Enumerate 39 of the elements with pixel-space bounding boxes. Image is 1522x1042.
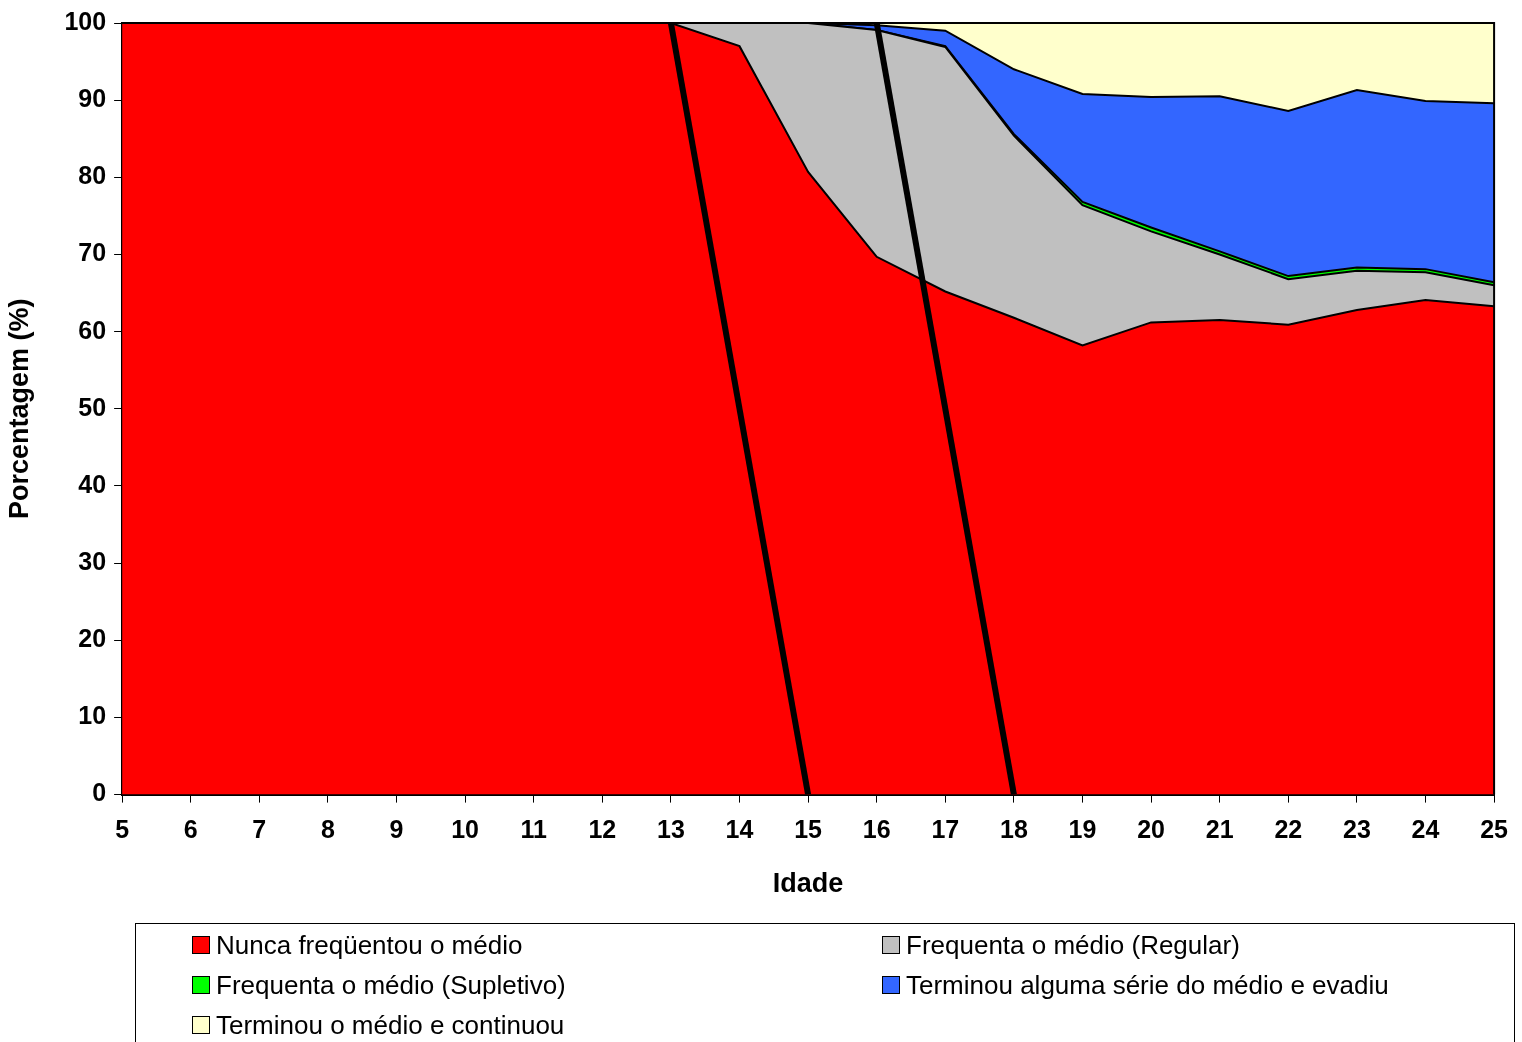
x-tick-label: 23 — [1342, 815, 1371, 844]
y-tick-label: 0 — [92, 778, 107, 807]
x-tick-label: 16 — [862, 815, 891, 844]
x-tick-label: 22 — [1274, 815, 1303, 844]
x-tick-label: 8 — [320, 815, 335, 844]
x-tick-label: 19 — [1068, 815, 1097, 844]
x-tick-label: 6 — [183, 815, 198, 844]
y-tick-label: 40 — [78, 469, 107, 498]
legend-label: Frequenta o médio (Regular) — [906, 930, 1240, 960]
y-tick-label: 90 — [78, 84, 107, 113]
x-tick-label: 11 — [520, 815, 548, 844]
x-tick-label: 18 — [1000, 815, 1028, 844]
legend-label: Nunca freqüentou o médio — [216, 930, 523, 960]
y-tick-label: 80 — [78, 161, 107, 190]
y-axis-title: Porcentagem (%) — [3, 298, 34, 520]
x-tick-label: 20 — [1137, 815, 1166, 844]
legend-label: Terminou alguma série do médio e evadiu — [906, 970, 1389, 1000]
x-tick-label: 24 — [1411, 815, 1440, 844]
y-tick-label: 50 — [78, 392, 107, 421]
x-tick-label: 10 — [451, 815, 480, 844]
x-tick-label: 7 — [252, 815, 267, 844]
y-tick-label: 70 — [78, 238, 107, 267]
x-tick-label: 17 — [931, 815, 960, 844]
y-tick-label: 10 — [78, 701, 107, 730]
x-tick-label: 14 — [725, 815, 754, 844]
x-tick-label: 5 — [115, 815, 130, 844]
x-tick-label: 15 — [794, 815, 823, 844]
x-tick-label: 12 — [588, 815, 617, 844]
legend-label: Terminou o médio e continuou — [216, 1010, 565, 1040]
x-tick-label: 9 — [389, 815, 404, 844]
x-axis-title: Idade — [772, 868, 844, 899]
x-tick-label: 21 — [1205, 815, 1234, 844]
x-tick-label: 13 — [657, 815, 685, 844]
x-tick-label: 25 — [1480, 815, 1509, 844]
y-tick-label: 20 — [78, 624, 107, 653]
y-tick-label: 100 — [64, 6, 107, 35]
legend-label: Frequenta o médio (Supletivo) — [216, 970, 566, 1000]
y-tick-label: 30 — [78, 547, 107, 576]
y-tick-label: 60 — [78, 315, 107, 344]
